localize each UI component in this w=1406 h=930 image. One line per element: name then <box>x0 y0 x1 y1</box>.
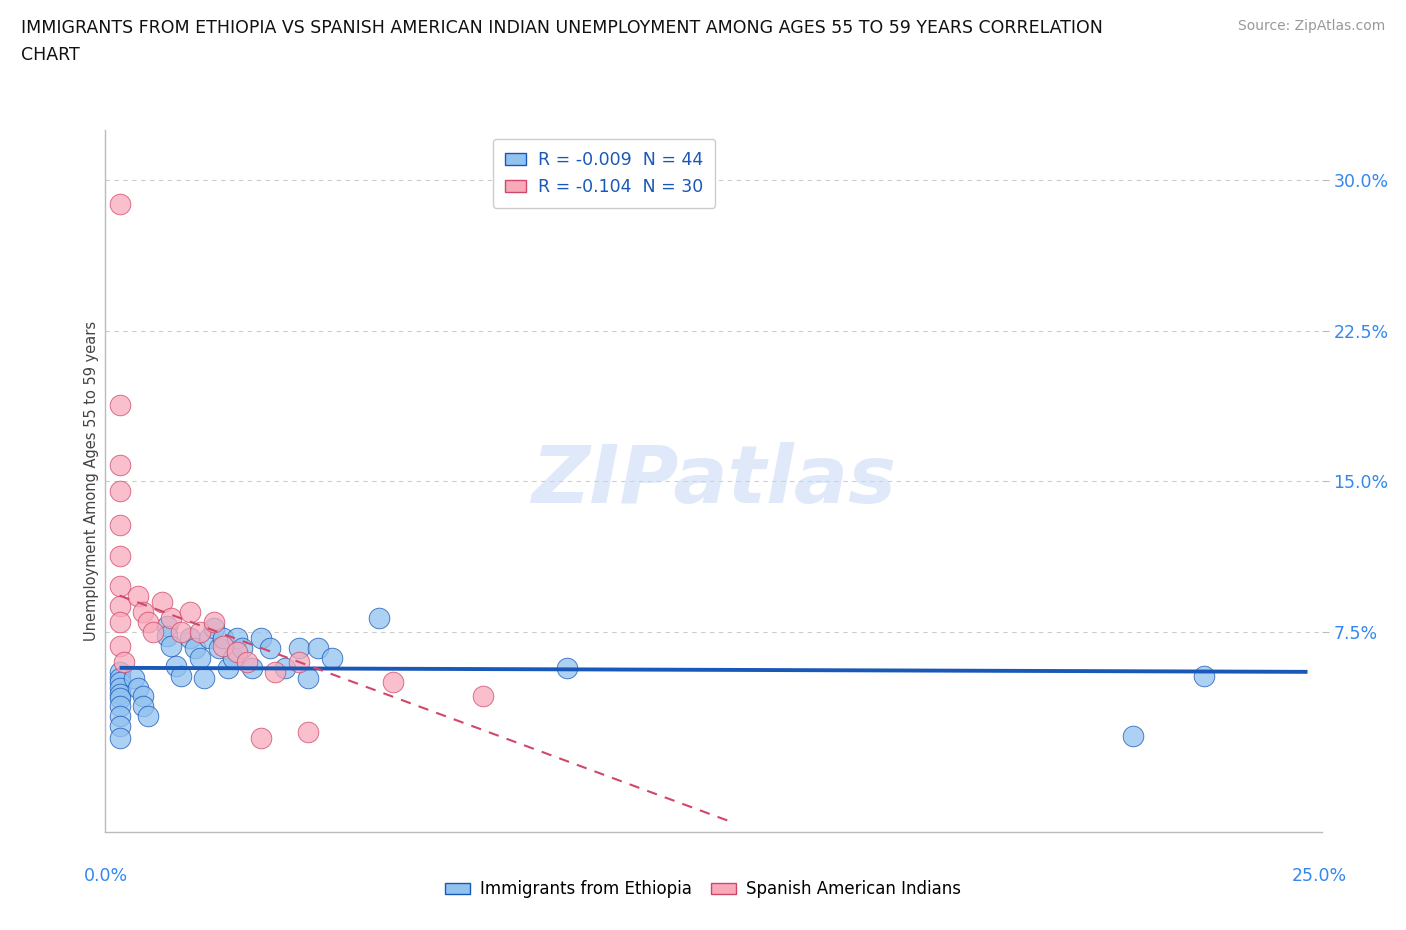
Point <box>231 641 253 656</box>
Point <box>207 641 229 656</box>
Point <box>108 615 131 630</box>
Point <box>108 709 131 724</box>
Point <box>179 604 201 619</box>
Point <box>217 660 239 675</box>
Point <box>132 604 155 619</box>
Point <box>112 655 135 670</box>
Point <box>136 615 159 630</box>
Point <box>367 610 389 625</box>
Point <box>156 629 179 644</box>
Point <box>108 686 131 701</box>
Point <box>108 484 131 498</box>
Point <box>108 698 131 713</box>
Point <box>150 594 173 609</box>
Point <box>108 197 131 212</box>
Point <box>179 631 201 645</box>
Point <box>142 624 165 639</box>
Text: IMMIGRANTS FROM ETHIOPIA VS SPANISH AMERICAN INDIAN UNEMPLOYMENT AMONG AGES 55 T: IMMIGRANTS FROM ETHIOPIA VS SPANISH AMER… <box>21 19 1102 36</box>
Point <box>259 641 281 656</box>
Point <box>297 671 319 685</box>
Point <box>321 650 343 665</box>
Text: ZIPatlas: ZIPatlas <box>531 443 896 520</box>
Point <box>170 669 193 684</box>
Point <box>307 641 329 656</box>
Point <box>202 620 225 635</box>
Legend: Immigrants from Ethiopia, Spanish American Indians: Immigrants from Ethiopia, Spanish Americ… <box>437 873 969 905</box>
Point <box>287 641 309 656</box>
Point <box>1122 728 1144 743</box>
Text: 25.0%: 25.0% <box>1291 867 1347 885</box>
Point <box>198 631 221 645</box>
Point <box>108 671 131 685</box>
Point <box>222 650 245 665</box>
Point <box>170 624 193 639</box>
Point <box>188 650 211 665</box>
Point <box>212 638 235 653</box>
Point <box>202 615 225 630</box>
Point <box>287 655 309 670</box>
Point <box>127 588 149 603</box>
Legend: R = -0.009  N = 44, R = -0.104  N = 30: R = -0.009 N = 44, R = -0.104 N = 30 <box>494 139 716 208</box>
Point <box>184 641 207 656</box>
Point <box>264 664 287 679</box>
Point <box>212 631 235 645</box>
Point <box>193 671 215 685</box>
Text: CHART: CHART <box>21 46 80 64</box>
Point <box>108 518 131 533</box>
Point <box>273 660 295 675</box>
Point <box>108 548 131 563</box>
Point <box>297 724 319 739</box>
Point <box>136 709 159 724</box>
Point <box>108 458 131 472</box>
Point <box>127 681 149 696</box>
Point <box>108 664 131 679</box>
Point <box>108 398 131 413</box>
Point <box>382 674 405 689</box>
Point <box>471 688 494 703</box>
Point <box>108 690 131 705</box>
Point <box>156 618 179 633</box>
Point <box>160 638 183 653</box>
Point <box>108 674 131 689</box>
Point <box>240 660 263 675</box>
Point <box>226 644 249 659</box>
Text: Source: ZipAtlas.com: Source: ZipAtlas.com <box>1237 19 1385 33</box>
Point <box>108 731 131 746</box>
Point <box>250 631 273 645</box>
Point <box>236 655 259 670</box>
Point <box>188 624 211 639</box>
Point <box>160 610 183 625</box>
Point <box>226 631 249 645</box>
Point <box>165 658 187 673</box>
Point <box>108 719 131 734</box>
Point <box>108 598 131 613</box>
Point <box>557 660 579 675</box>
Point <box>108 681 131 696</box>
Point <box>250 731 273 746</box>
Y-axis label: Unemployment Among Ages 55 to 59 years: Unemployment Among Ages 55 to 59 years <box>83 321 98 642</box>
Point <box>132 688 155 703</box>
Point <box>108 638 131 653</box>
Text: 0.0%: 0.0% <box>83 867 128 885</box>
Point <box>108 578 131 593</box>
Point <box>1192 669 1215 684</box>
Point <box>122 671 145 685</box>
Point <box>132 698 155 713</box>
